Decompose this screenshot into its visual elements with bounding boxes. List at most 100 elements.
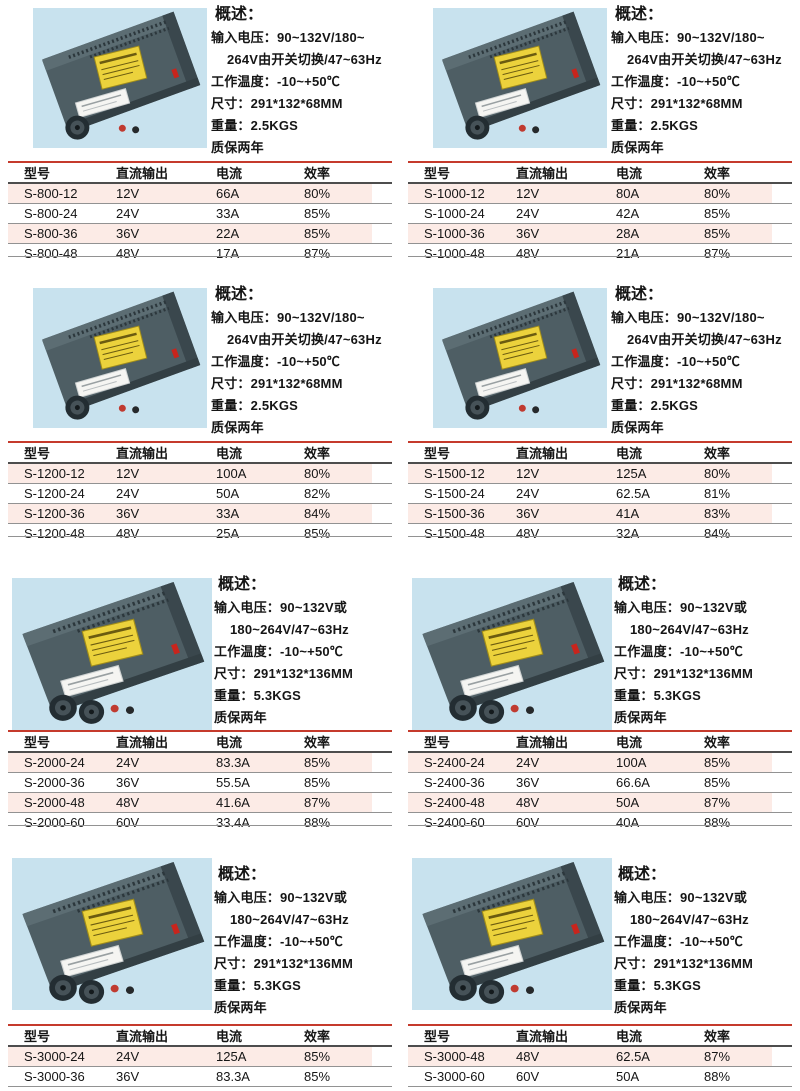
efficiency-cell: 85%	[704, 206, 731, 221]
model-cell: S-1500-36	[424, 506, 485, 521]
output-cell: 24V	[116, 755, 140, 770]
second-fan	[478, 699, 505, 724]
product-block: 概述： 输入电压：90~132V/180~ 264V由开关切换/47~63Hz 工作…	[400, 280, 800, 560]
efficiency-cell: 85%	[304, 526, 331, 541]
spec-line: 工作温度：-10~+50℃	[614, 644, 744, 659]
table-body: S-3000-48 48V 62.5A 87% S-3000-60 60V 50A 88%	[408, 1047, 792, 1087]
table-header-row: 型号 直流输出 电流 效率	[408, 445, 792, 464]
output-cell: 24V	[116, 1049, 140, 1064]
spec-list: 输入电压：90~132V/180~ 264V由开关切换/47~63Hz 工作温度：-…	[211, 307, 401, 439]
efficiency-cell: 85%	[304, 1049, 331, 1064]
output-cell: 36V	[116, 775, 140, 790]
efficiency-cell: 87%	[304, 246, 331, 261]
spec-line: 180~264V/47~63Hz	[230, 912, 349, 927]
product-overview: 概述： 输入电压：90~132V或 180~264V/47~63Hz 工作温度：-1…	[214, 572, 404, 729]
model-cell: S-1200-24	[24, 486, 85, 501]
efficiency-cell: 88%	[304, 815, 331, 830]
efficiency-cell: 81%	[704, 486, 731, 501]
current-cell: 125A	[616, 466, 647, 481]
spec-line: 工作温度：-10~+50℃	[214, 934, 344, 949]
table-body: S-800-12 12V 66A 80% S-800-24 24V 33A 85% S-800-…	[8, 184, 392, 263]
table-row: S-2400-24 24V 100A 85%	[408, 753, 792, 773]
table-top-rule	[408, 1024, 792, 1026]
column-header-model: 型号	[24, 446, 51, 461]
efficiency-cell: 80%	[704, 466, 731, 481]
column-header-current: 电流	[216, 166, 243, 181]
table-top-rule	[8, 161, 392, 163]
column-header-current: 电流	[216, 735, 243, 750]
model-cell: S-1500-12	[424, 466, 485, 481]
second-fan	[478, 979, 505, 1004]
power-supply-image	[433, 288, 607, 428]
spec-line: 尺寸：291*132*136MM	[214, 956, 354, 971]
spec-list: 输入电压：90~132V或 180~264V/47~63Hz 工作温度：-10~+5…	[614, 887, 800, 1019]
spec-line: 质保两年	[211, 420, 264, 435]
efficiency-cell: 85%	[704, 775, 731, 790]
overview-title: 概述：	[215, 6, 264, 23]
spec-list: 输入电压：90~132V/180~ 264V由开关切换/47~63Hz 工作温度：-…	[611, 27, 800, 159]
column-header-model: 型号	[24, 166, 51, 181]
output-cell: 36V	[116, 1069, 140, 1084]
spec-line: 尺寸：291*132*68MM	[611, 96, 743, 111]
spec-table: 型号 直流输出 电流 效率 S-3000-48 48V 62.5A 87% S-3000…	[408, 1024, 792, 1087]
column-header-current: 电流	[216, 446, 243, 461]
table-row: S-800-12 12V 66A 80%	[8, 184, 392, 204]
spec-line: 264V由开关切换/47~63Hz	[627, 52, 782, 67]
model-cell: S-1000-36	[424, 226, 485, 241]
spec-line: 尺寸：291*132*68MM	[211, 96, 343, 111]
table-top-rule	[8, 1024, 392, 1026]
product-photo	[433, 8, 607, 148]
table-row: S-3000-48 48V 62.5A 87%	[408, 1047, 792, 1067]
column-header-output: 直流输出	[516, 446, 569, 461]
spec-list: 输入电压：90~132V或 180~264V/47~63Hz 工作温度：-10~+5…	[614, 597, 800, 729]
table-row: S-800-48 48V 17A 87%	[8, 244, 392, 263]
efficiency-cell: 83%	[704, 506, 731, 521]
output-cell: 12V	[116, 466, 140, 481]
product-block: 概述： 输入电压：90~132V或 180~264V/47~63Hz 工作温度：-1…	[400, 560, 800, 840]
efficiency-cell: 84%	[704, 526, 731, 541]
table-row: S-1500-48 48V 32A 84%	[408, 524, 792, 543]
spec-line: 尺寸：291*132*68MM	[611, 376, 743, 391]
current-cell: 62.5A	[616, 1049, 650, 1064]
spec-line: 输入电压：90~132V或	[214, 890, 348, 905]
output-cell: 24V	[116, 486, 140, 501]
spec-line: 输入电压：90~132V/180~	[611, 30, 765, 45]
warning-label	[81, 618, 144, 667]
table-row: S-800-24 24V 33A 85%	[8, 204, 392, 224]
warning-label	[93, 45, 148, 90]
table-row: S-2000-48 48V 41.6A 87%	[8, 793, 392, 813]
output-cell: 12V	[516, 186, 540, 201]
table-row: S-1500-12 12V 125A 80%	[408, 464, 792, 484]
table-top-rule	[8, 441, 392, 443]
product-overview: 概述： 输入电压：90~132V或 180~264V/47~63Hz 工作温度：-1…	[614, 572, 800, 729]
model-cell: S-2400-36	[424, 775, 485, 790]
spec-line: 264V由开关切换/47~63Hz	[227, 332, 382, 347]
current-cell: 41A	[616, 506, 640, 521]
table-top-rule	[408, 161, 792, 163]
current-cell: 55.5A	[216, 775, 250, 790]
current-cell: 100A	[216, 466, 247, 481]
output-cell: 24V	[516, 755, 540, 770]
model-cell: S-800-12	[24, 186, 78, 201]
model-cell: S-2000-48	[24, 795, 85, 810]
efficiency-cell: 87%	[304, 795, 331, 810]
spec-line: 尺寸：291*132*136MM	[614, 666, 754, 681]
power-supply-image	[433, 8, 607, 148]
model-label	[74, 87, 131, 118]
current-cell: 125A	[216, 1049, 247, 1064]
table-header-row: 型号 直流输出 电流 效率	[408, 734, 792, 753]
spec-list: 输入电压：90~132V或 180~264V/47~63Hz 工作温度：-10~+5…	[214, 887, 404, 1019]
model-cell: S-3000-36	[24, 1069, 85, 1084]
product-photo	[33, 8, 207, 148]
column-header-current: 电流	[616, 446, 643, 461]
spec-table: 型号 直流输出 电流 效率 S-1000-12 12V 80A 80% S-1000-2…	[408, 161, 792, 263]
current-cell: 33A	[216, 506, 240, 521]
product-block: 概述： 输入电压：90~132V或 180~264V/47~63Hz 工作温度：-1…	[400, 840, 800, 1091]
spec-line: 180~264V/47~63Hz	[230, 622, 349, 637]
table-header-row: 型号 直流输出 电流 效率	[408, 1028, 792, 1047]
model-cell: S-1500-48	[424, 526, 485, 541]
current-cell: 50A	[616, 1069, 640, 1084]
model-cell: S-1000-48	[424, 246, 485, 261]
model-cell: S-2000-36	[24, 775, 85, 790]
